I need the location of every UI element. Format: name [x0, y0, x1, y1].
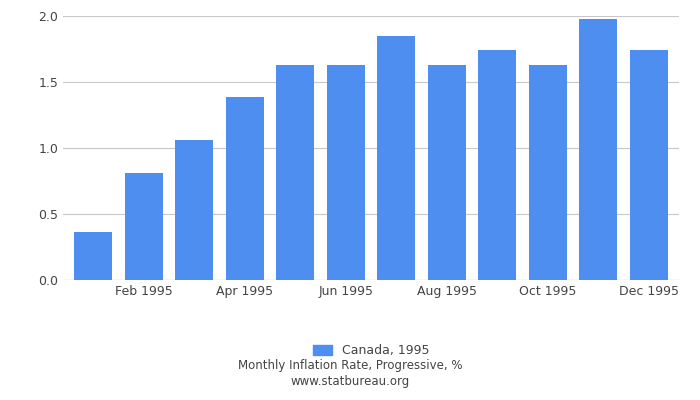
Bar [226, 96, 264, 280]
Bar [175, 140, 214, 280]
Bar [125, 173, 162, 280]
Bar [327, 65, 365, 280]
Legend: Canada, 1995: Canada, 1995 [308, 339, 434, 362]
Bar [377, 36, 415, 280]
Bar [428, 65, 466, 280]
Bar [580, 19, 617, 280]
Text: www.statbureau.org: www.statbureau.org [290, 376, 410, 388]
Bar [630, 50, 668, 280]
Bar [74, 232, 112, 280]
Bar [478, 50, 516, 280]
Bar [276, 65, 314, 280]
Bar [528, 65, 567, 280]
Text: Monthly Inflation Rate, Progressive, %: Monthly Inflation Rate, Progressive, % [238, 360, 462, 372]
